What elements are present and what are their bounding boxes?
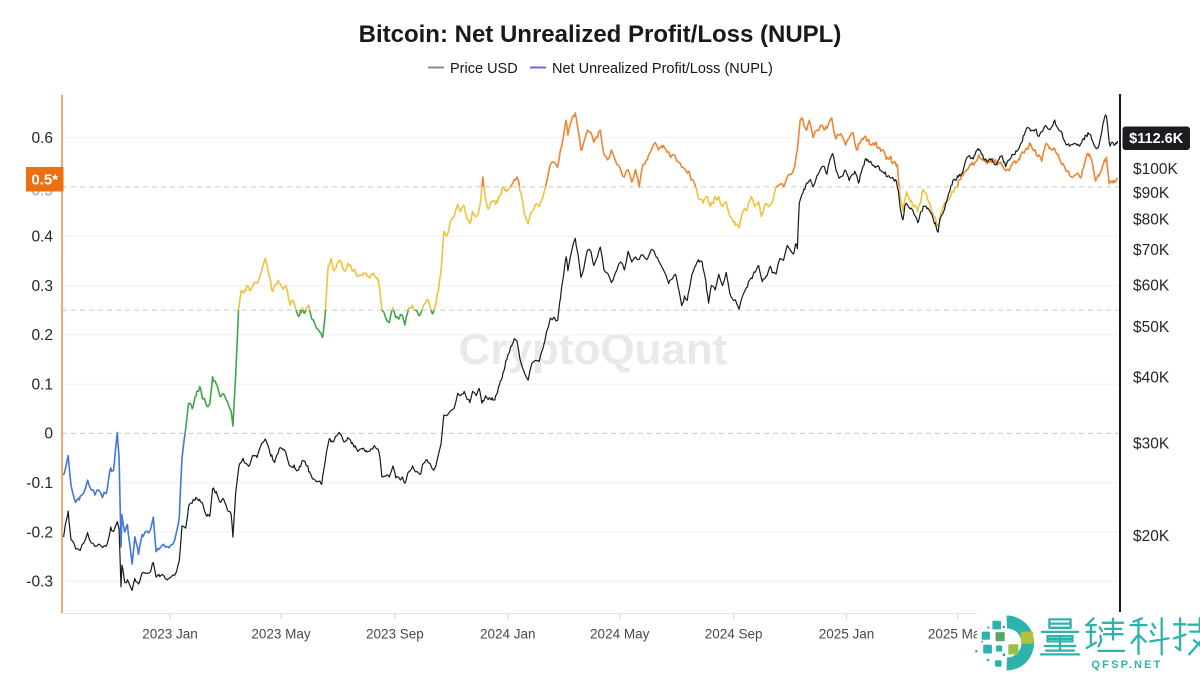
svg-text:2023 May: 2023 May xyxy=(251,627,311,642)
svg-text:Net Unrealized Profit/Loss (NU: Net Unrealized Profit/Loss (NUPL) xyxy=(552,61,773,77)
svg-text:$50K: $50K xyxy=(1133,319,1170,336)
svg-text:0.1: 0.1 xyxy=(31,376,53,393)
svg-text:0.2: 0.2 xyxy=(31,327,53,344)
svg-text:Bitcoin: Net Unrealized Profit: Bitcoin: Net Unrealized Profit/Loss (NUP… xyxy=(359,21,842,48)
svg-text:2024 Jan: 2024 Jan xyxy=(480,627,536,642)
svg-text:-0.3: -0.3 xyxy=(26,574,53,591)
svg-text:$90K: $90K xyxy=(1133,185,1170,202)
svg-text:2024 May: 2024 May xyxy=(590,627,650,642)
svg-text:$40K: $40K xyxy=(1133,370,1170,387)
svg-text:0.6: 0.6 xyxy=(31,130,53,147)
svg-text:$100K: $100K xyxy=(1133,161,1178,178)
svg-text:2025 May: 2025 May xyxy=(928,627,988,642)
svg-text:$70K: $70K xyxy=(1133,242,1170,259)
svg-text:$80K: $80K xyxy=(1133,212,1170,229)
svg-text:2023 Jan: 2023 Jan xyxy=(142,627,198,642)
svg-text:0.5*: 0.5* xyxy=(31,172,58,189)
svg-text:Price USD: Price USD xyxy=(450,61,518,77)
svg-text:CryptoQuant: CryptoQuant xyxy=(459,325,728,374)
svg-text:$20K: $20K xyxy=(1133,528,1170,545)
svg-text:2024 Sep: 2024 Sep xyxy=(705,627,763,642)
svg-text:$112.6K: $112.6K xyxy=(1129,131,1184,147)
svg-text:-0.2: -0.2 xyxy=(26,524,53,541)
svg-text:2023 Sep: 2023 Sep xyxy=(366,627,424,642)
svg-text:0: 0 xyxy=(44,426,53,443)
svg-text:QFSP.NET: QFSP.NET xyxy=(1091,659,1162,671)
svg-text:$60K: $60K xyxy=(1133,277,1170,294)
svg-text:0.3: 0.3 xyxy=(31,278,53,295)
svg-text:0.4: 0.4 xyxy=(31,229,53,246)
svg-text:$30K: $30K xyxy=(1133,435,1170,452)
svg-text:2025 Jan: 2025 Jan xyxy=(819,627,875,642)
svg-text:-0.1: -0.1 xyxy=(26,475,53,492)
